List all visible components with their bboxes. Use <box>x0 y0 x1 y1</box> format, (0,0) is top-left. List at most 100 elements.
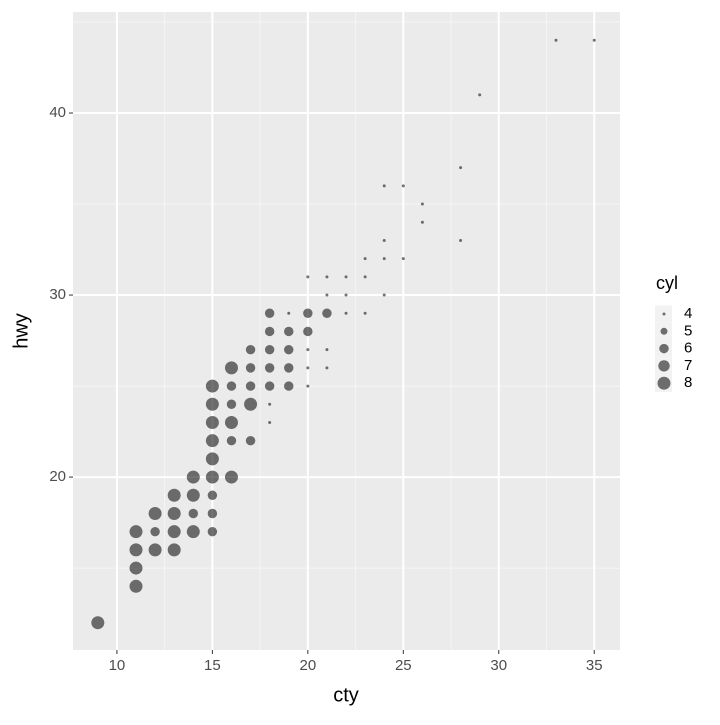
point <box>592 38 596 42</box>
point <box>148 506 162 520</box>
y-tick-label: 20 <box>49 468 66 485</box>
point <box>284 363 294 373</box>
point <box>205 397 219 411</box>
legend-label: 4 <box>684 305 692 322</box>
y-tick-label: 40 <box>49 104 66 121</box>
point <box>268 402 272 406</box>
x-tick-label: 15 <box>204 657 221 674</box>
point <box>344 311 348 315</box>
legend-label: 5 <box>684 322 692 339</box>
point <box>129 561 143 575</box>
point <box>382 184 386 188</box>
legend-symbol <box>662 312 666 316</box>
point <box>245 363 256 373</box>
legend-symbol <box>660 327 668 335</box>
point <box>167 543 181 557</box>
x-tick-label: 35 <box>586 657 603 674</box>
point <box>306 366 310 370</box>
point <box>245 435 256 446</box>
point <box>264 381 275 391</box>
point <box>401 257 405 261</box>
point <box>420 220 424 224</box>
legend-label: 8 <box>684 374 692 391</box>
point <box>459 238 463 242</box>
point <box>205 452 219 466</box>
point <box>226 435 237 446</box>
point <box>226 381 237 391</box>
point <box>167 506 181 520</box>
point <box>186 525 200 539</box>
point <box>303 326 313 337</box>
point <box>186 470 200 484</box>
legend-label: 7 <box>684 357 692 374</box>
point <box>325 275 329 279</box>
point <box>264 344 275 355</box>
point <box>287 311 291 315</box>
legend-symbol <box>657 376 671 390</box>
point <box>363 257 367 261</box>
point <box>401 184 405 188</box>
point <box>303 308 313 318</box>
point <box>244 397 258 411</box>
point <box>148 543 162 557</box>
point <box>207 508 218 519</box>
point <box>129 525 143 539</box>
legend-symbol <box>658 360 670 372</box>
point <box>344 275 348 279</box>
point <box>205 434 219 448</box>
point <box>188 508 198 519</box>
point <box>167 525 181 539</box>
point <box>284 326 294 337</box>
point <box>382 238 386 242</box>
point <box>264 308 275 318</box>
legend-label: 6 <box>684 340 692 357</box>
point <box>207 526 218 537</box>
point <box>554 38 558 42</box>
legend-title: cyl <box>656 273 678 293</box>
point <box>325 348 329 352</box>
point <box>186 488 200 502</box>
point <box>224 415 238 429</box>
legend-symbol <box>659 343 669 354</box>
point <box>205 415 219 429</box>
point <box>226 399 237 409</box>
point <box>325 366 329 370</box>
point <box>205 379 219 393</box>
x-tick-label: 10 <box>109 657 126 674</box>
point <box>264 363 275 373</box>
x-axis-label: cty <box>333 684 359 706</box>
point <box>322 308 332 318</box>
x-tick-label: 25 <box>395 657 412 674</box>
point <box>306 348 310 352</box>
point <box>363 311 367 315</box>
point <box>245 344 256 355</box>
point <box>167 488 181 502</box>
point <box>382 293 386 297</box>
point <box>91 616 105 630</box>
point <box>382 257 386 261</box>
point <box>478 93 482 97</box>
point <box>224 361 238 375</box>
point <box>129 543 143 557</box>
point <box>264 326 275 337</box>
point <box>284 381 294 391</box>
y-tick-label: 30 <box>49 286 66 303</box>
point <box>325 293 329 297</box>
point <box>224 470 238 484</box>
point <box>284 344 294 355</box>
point <box>420 202 424 206</box>
point <box>306 384 310 388</box>
point <box>205 470 219 484</box>
y-axis-label: hwy <box>10 313 32 349</box>
point <box>344 293 348 297</box>
point <box>245 381 256 391</box>
point <box>150 526 160 537</box>
point <box>306 275 310 279</box>
point <box>268 420 272 424</box>
point <box>129 579 143 593</box>
point <box>207 490 218 500</box>
x-tick-label: 20 <box>299 657 316 674</box>
point <box>363 275 367 279</box>
x-tick-label: 30 <box>490 657 507 674</box>
